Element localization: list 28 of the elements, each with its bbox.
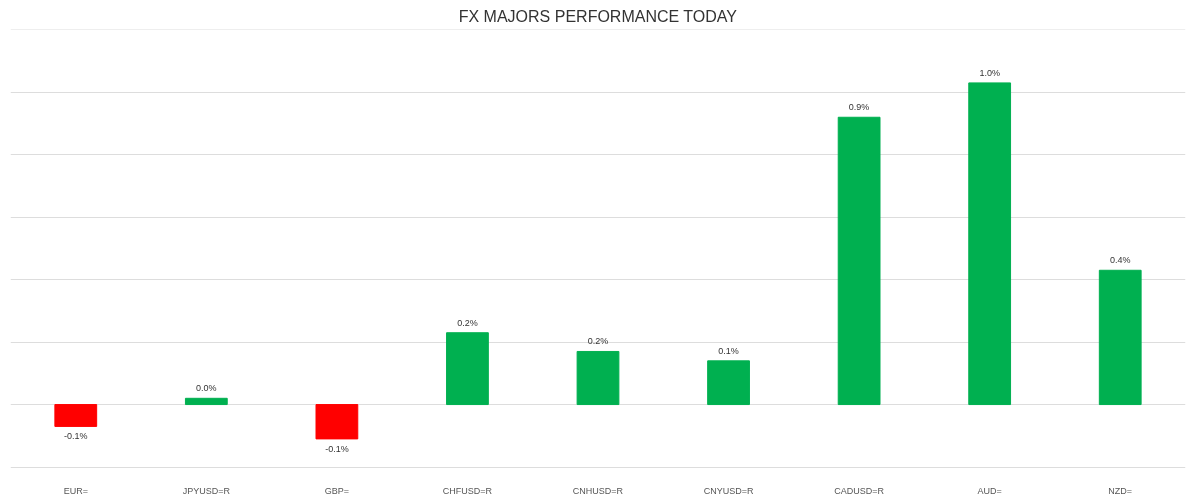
data-label: 0.2% xyxy=(457,317,478,328)
x-tick-label: CADUSD=R xyxy=(834,485,885,496)
bar xyxy=(54,404,98,427)
x-tick-label: CNHUSD=R xyxy=(572,485,624,496)
bar xyxy=(184,397,228,406)
data-label: 0.0% xyxy=(196,383,217,394)
x-tick-label: GBP= xyxy=(324,485,350,496)
x-tick-label: EUR= xyxy=(63,485,88,496)
x-tick-label: CNYUSD=R xyxy=(703,485,754,496)
x-tick-label: CHFUSD=R xyxy=(442,485,493,496)
bar xyxy=(576,350,620,406)
bar xyxy=(1098,269,1142,406)
data-label: 0.1% xyxy=(718,345,739,356)
x-tick-label: NZD= xyxy=(1108,485,1133,496)
data-label: -0.1% xyxy=(325,443,349,454)
data-label: 0.2% xyxy=(587,336,609,347)
bar xyxy=(315,404,359,440)
chart-title: FX MAJORS PERFORMANCE TODAY xyxy=(458,7,738,25)
data-label: -0.1% xyxy=(64,431,88,442)
bar xyxy=(707,360,750,406)
data-label: 0.4% xyxy=(1109,255,1131,266)
bar xyxy=(968,82,1012,406)
bar xyxy=(837,116,881,406)
data-label: 1.0% xyxy=(979,67,1000,78)
bar xyxy=(446,332,489,406)
data-label: 0.9% xyxy=(848,102,870,113)
x-tick-label: AUD= xyxy=(977,485,1002,496)
x-tick-label: JPYUSD=R xyxy=(182,485,231,496)
